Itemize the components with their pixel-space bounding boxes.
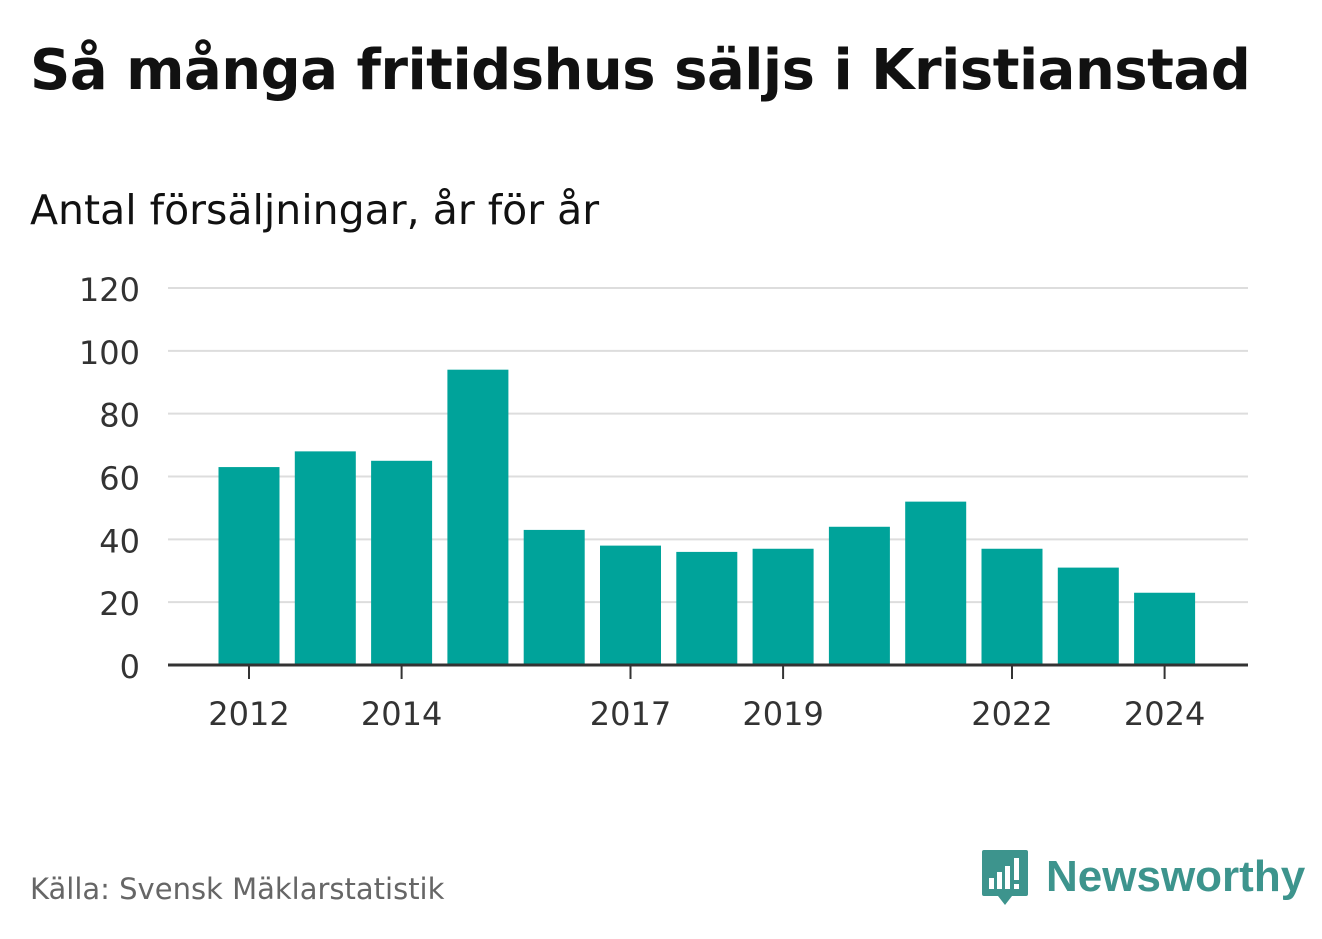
y-tick-label: 80 — [99, 397, 140, 435]
y-axis-tick-labels: 0 20 40 60 80 100 120 — [79, 271, 140, 686]
bar-2014 — [371, 460, 433, 665]
bar-2015 — [447, 369, 509, 665]
x-tick-label: 2017 — [590, 695, 671, 733]
bar-2019 — [752, 548, 814, 665]
bar-2022 — [981, 548, 1043, 665]
chart-subtitle: Antal försäljningar, år för år — [30, 186, 600, 234]
y-tick-label: 60 — [99, 460, 140, 498]
x-tick-label: 2012 — [208, 695, 289, 733]
bar-2013 — [294, 451, 356, 665]
y-tick-label: 0 — [120, 648, 140, 686]
chart-title: Så många fritidshus säljs i Kristianstad — [30, 38, 1251, 103]
bar-2024 — [1134, 592, 1196, 665]
bar-2017 — [600, 545, 661, 665]
y-tick-label: 100 — [79, 334, 140, 372]
bar-2020 — [828, 526, 890, 665]
brand-name: Newsworthy — [1046, 852, 1306, 901]
bars — [218, 369, 1196, 665]
x-tick-label: 2014 — [361, 695, 442, 733]
bar-2021 — [905, 501, 967, 665]
y-tick-label: 120 — [79, 271, 140, 309]
bar-2018 — [676, 551, 738, 665]
x-tick-label: 2024 — [1124, 695, 1205, 733]
brand: Newsworthy — [980, 848, 1305, 906]
bar-2016 — [523, 529, 585, 665]
x-tick-label: 2022 — [971, 695, 1052, 733]
newsworthy-logo-icon — [982, 850, 1028, 905]
x-axis-ticks: 2012 2014 2017 2019 2022 2024 — [208, 665, 1205, 733]
bar-chart: 0 20 40 60 80 100 120 2012 2014 2017 2019 2022 2024 — [79, 271, 1248, 733]
source-note: Källa: Svensk Mäklarstatistik — [30, 872, 445, 906]
bar-2023 — [1057, 567, 1119, 665]
bar-2012 — [218, 467, 280, 665]
y-tick-label: 20 — [99, 585, 140, 623]
x-tick-label: 2019 — [742, 695, 823, 733]
y-tick-label: 40 — [99, 522, 140, 560]
